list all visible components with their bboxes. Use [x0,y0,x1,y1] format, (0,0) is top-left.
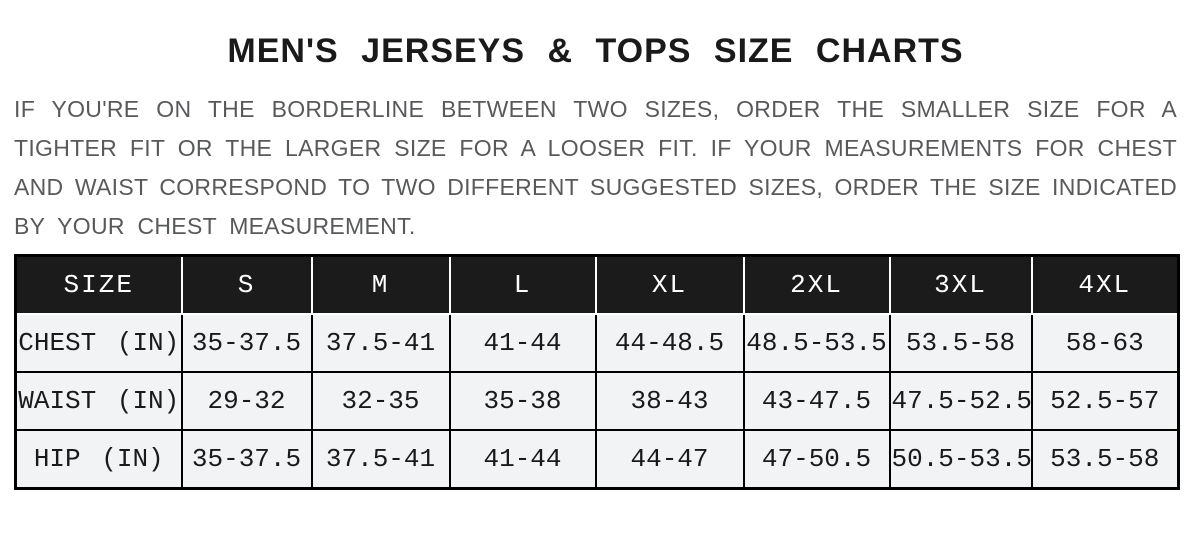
size-chart-page: MEN'S JERSEYS & TOPS SIZE CHARTS IF YOU'… [0,28,1191,490]
size-value-cell: 53.5-58 [888,313,1033,373]
page-title: MEN'S JERSEYS & TOPS SIZE CHARTS [227,32,964,70]
size-value-cell: 58-63 [1030,313,1180,373]
size-value-cell: 41-44 [448,313,597,373]
column-header-xl: XL [594,254,745,315]
size-value-cell: 50.5-53.5 [888,429,1033,490]
column-header-3xl: 3XL [888,254,1033,315]
size-value-cell: 35-38 [448,371,597,431]
size-value-cell: 44-47 [594,429,745,490]
size-value-cell: 53.5-58 [1030,429,1180,490]
size-value-cell: 47.5-52.5 [888,371,1033,431]
row-label-hip: HIP (IN) [14,429,183,490]
intro-line: IF YOU'RE ON THE BORDERLINE BETWEEN TWO … [14,96,1177,122]
size-value-cell: 41-44 [448,429,597,490]
size-value-cell: 32-35 [310,371,451,431]
size-chart-table: SIZE S M L XL 2XL 3XL 4XL CHEST (IN) 35-… [14,254,1180,490]
column-header-s: S [180,254,313,315]
size-value-cell: 48.5-53.5 [742,313,891,373]
size-value-cell: 35-37.5 [180,313,313,373]
column-header-m: M [310,254,451,315]
column-header-l: L [448,254,597,315]
size-value-cell: 52.5-57 [1030,371,1180,431]
table-row-hip: HIP (IN) 35-37.5 37.5-41 41-44 44-47 47-… [14,429,1180,490]
column-header-2xl: 2XL [742,254,891,315]
intro-line: AND WAIST CORRESPOND TO TWO DIFFERENT SU… [14,174,1177,200]
size-value-cell: 38-43 [594,371,745,431]
column-header-size: SIZE [14,254,183,315]
table-row-chest: CHEST (IN) 35-37.5 37.5-41 41-44 44-48.5… [14,313,1180,373]
intro-line: BY YOUR CHEST MEASUREMENT. [14,213,416,239]
column-header-4xl: 4XL [1030,254,1180,315]
intro-paragraph: IF YOU'RE ON THE BORDERLINE BETWEEN TWO … [14,90,1177,246]
intro-line: TIGHTER FIT OR THE LARGER SIZE FOR A LOO… [14,135,1177,161]
size-value-cell: 37.5-41 [310,429,451,490]
size-value-cell: 29-32 [180,371,313,431]
row-label-waist: WAIST (IN) [14,371,183,431]
size-value-cell: 43-47.5 [742,371,891,431]
size-value-cell: 44-48.5 [594,313,745,373]
table-row-waist: WAIST (IN) 29-32 32-35 35-38 38-43 43-47… [14,371,1180,431]
size-value-cell: 47-50.5 [742,429,891,490]
header-row: SIZE S M L XL 2XL 3XL 4XL [14,254,1180,315]
size-value-cell: 37.5-41 [310,313,451,373]
row-label-chest: CHEST (IN) [14,313,183,373]
size-value-cell: 35-37.5 [180,429,313,490]
